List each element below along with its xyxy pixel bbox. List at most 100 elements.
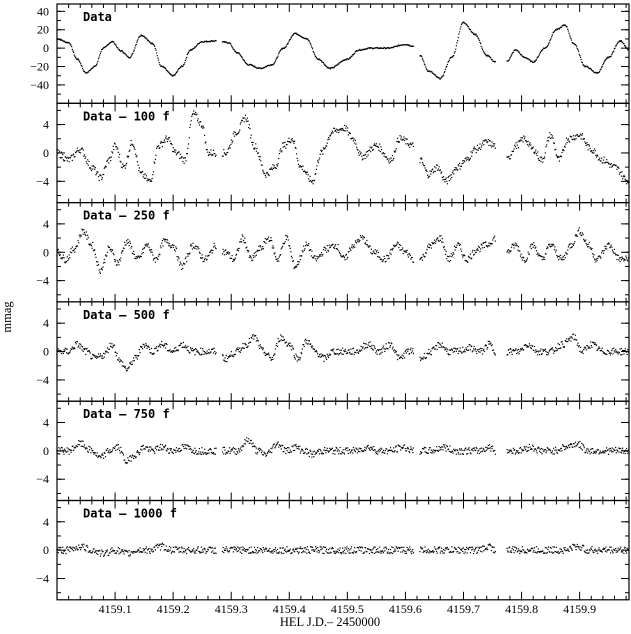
data-point — [209, 40, 211, 43]
data-point — [590, 448, 592, 450]
data-point — [101, 48, 103, 51]
data-point — [625, 179, 627, 181]
data-point — [295, 32, 297, 34]
data-point — [382, 347, 384, 349]
data-point — [83, 229, 85, 231]
data-point — [296, 153, 298, 155]
data-point — [386, 254, 388, 257]
data-point — [451, 254, 454, 256]
data-point — [590, 68, 592, 70]
data-point — [251, 335, 254, 337]
data-point — [519, 350, 521, 352]
data-point — [391, 159, 393, 162]
data-point — [283, 450, 285, 453]
data-point — [229, 257, 231, 259]
data-point — [520, 452, 522, 454]
data-point — [615, 349, 617, 351]
data-point — [312, 348, 314, 350]
data-point — [350, 138, 352, 140]
data-point — [515, 49, 517, 51]
data-point — [625, 257, 628, 259]
data-point — [334, 130, 336, 132]
data-point — [277, 163, 279, 165]
data-point — [460, 352, 463, 354]
data-point — [196, 351, 198, 353]
data-point — [177, 152, 179, 154]
data-point — [294, 356, 296, 359]
data-point — [398, 244, 401, 246]
data-point — [354, 351, 356, 353]
data-point — [545, 452, 547, 454]
data-point — [119, 160, 121, 162]
data-point — [412, 447, 415, 449]
data-point — [149, 351, 151, 354]
data-point — [143, 36, 146, 38]
data-point — [349, 248, 351, 250]
data-point — [435, 75, 437, 77]
data-point — [470, 345, 472, 347]
data-point — [361, 159, 363, 161]
data-point — [334, 453, 336, 455]
data-point — [92, 165, 95, 167]
data-point — [507, 60, 509, 62]
data-point — [574, 441, 577, 443]
data-point — [356, 146, 358, 148]
data-point — [446, 445, 449, 448]
data-point — [323, 63, 325, 65]
data-point — [293, 355, 295, 357]
data-point — [405, 349, 407, 351]
data-point — [111, 40, 113, 43]
data-point — [265, 354, 268, 356]
data-point — [314, 173, 316, 175]
data-point — [72, 50, 74, 52]
data-point — [359, 350, 362, 352]
data-point — [76, 245, 78, 247]
data-point — [550, 134, 552, 136]
data-point — [420, 452, 422, 454]
data-point — [239, 451, 241, 453]
data-point — [387, 449, 390, 452]
data-point — [214, 447, 216, 450]
data-point — [494, 353, 496, 355]
data-point — [554, 149, 556, 151]
data-point — [134, 47, 136, 49]
data-point — [602, 62, 605, 64]
data-point — [228, 356, 230, 358]
data-point — [266, 65, 268, 67]
data-point — [451, 256, 453, 258]
data-point — [450, 253, 452, 255]
data-point — [582, 64, 584, 66]
data-point — [531, 243, 533, 245]
data-point — [229, 452, 231, 455]
data-point — [230, 355, 232, 357]
data-point — [469, 28, 471, 31]
data-point — [356, 148, 358, 150]
data-point — [395, 45, 397, 47]
data-point — [265, 454, 268, 457]
data-point — [198, 352, 200, 354]
data-point — [65, 42, 68, 44]
data-point — [590, 247, 592, 249]
data-point — [113, 148, 115, 151]
data-point — [330, 349, 332, 351]
data-point — [543, 349, 545, 351]
data-point — [69, 251, 72, 253]
data-point — [318, 157, 321, 159]
data-point — [318, 354, 321, 356]
data-point — [116, 148, 118, 150]
data-point — [214, 155, 217, 157]
data-point — [566, 253, 568, 255]
data-point — [579, 350, 581, 352]
data-point — [360, 345, 362, 347]
data-point — [533, 244, 536, 247]
data-point — [554, 446, 557, 448]
data-point — [258, 447, 260, 449]
data-point — [297, 261, 299, 263]
data-point — [138, 169, 140, 172]
data-point — [309, 449, 311, 451]
data-point — [454, 51, 456, 53]
data-point — [555, 249, 557, 251]
data-point — [259, 344, 261, 346]
data-point — [546, 46, 548, 48]
data-point — [342, 129, 344, 131]
